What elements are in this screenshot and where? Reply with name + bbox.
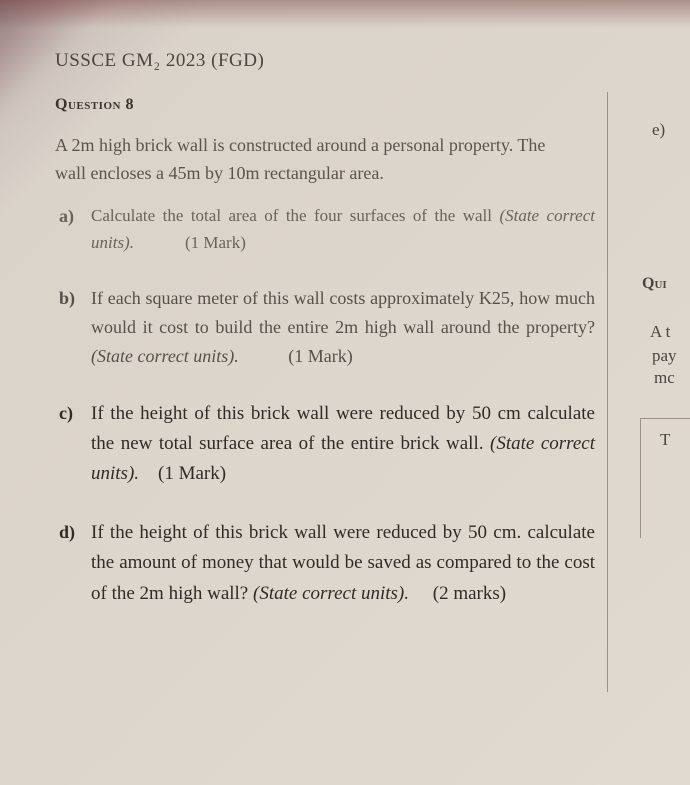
question-intro: A 2m high brick wall is constructed arou… — [55, 132, 575, 188]
exam-header: USSCE GM₂ 2023 (FGD) — [55, 50, 660, 72]
adjacent-page-sliver: e) Qui A t pay mc T — [612, 0, 690, 785]
question-parts: a) Calculate the total area of the four … — [55, 202, 595, 609]
fragment-text: T — [660, 430, 670, 450]
part-text: Calculate the total area of the four sur… — [91, 206, 499, 225]
units-note: (State correct units). — [91, 346, 239, 366]
fragment-text: A t — [650, 322, 670, 342]
units-note: (State correct units). — [253, 583, 409, 604]
part-letter: d) — [59, 518, 75, 547]
part-c: c) If the height of this brick wall were… — [91, 399, 595, 490]
mark-allocation: (1 Mark) — [158, 463, 226, 484]
fragment-text: e) — [652, 120, 665, 140]
part-letter: b) — [59, 284, 75, 313]
fragment-text: mc — [654, 368, 675, 388]
question-number: Question 8 — [55, 96, 660, 114]
part-letter: c) — [59, 399, 73, 428]
exam-page: USSCE GM₂ 2023 (FGD) Question 8 A 2m hig… — [0, 0, 690, 785]
part-letter: a) — [59, 202, 74, 231]
mark-allocation: (1 Mark) — [288, 346, 352, 366]
part-a: a) Calculate the total area of the four … — [91, 202, 595, 256]
column-divider — [607, 92, 608, 692]
fragment-text: pay — [652, 346, 677, 366]
mark-allocation: (1 Mark) — [185, 233, 246, 252]
part-text: If each square meter of this wall costs … — [91, 288, 595, 337]
part-b: b) If each square meter of this wall cos… — [91, 284, 595, 370]
fragment-text: Qui — [642, 275, 667, 293]
mark-allocation: (2 marks) — [433, 583, 506, 604]
part-d: d) If the height of this brick wall were… — [91, 518, 595, 609]
